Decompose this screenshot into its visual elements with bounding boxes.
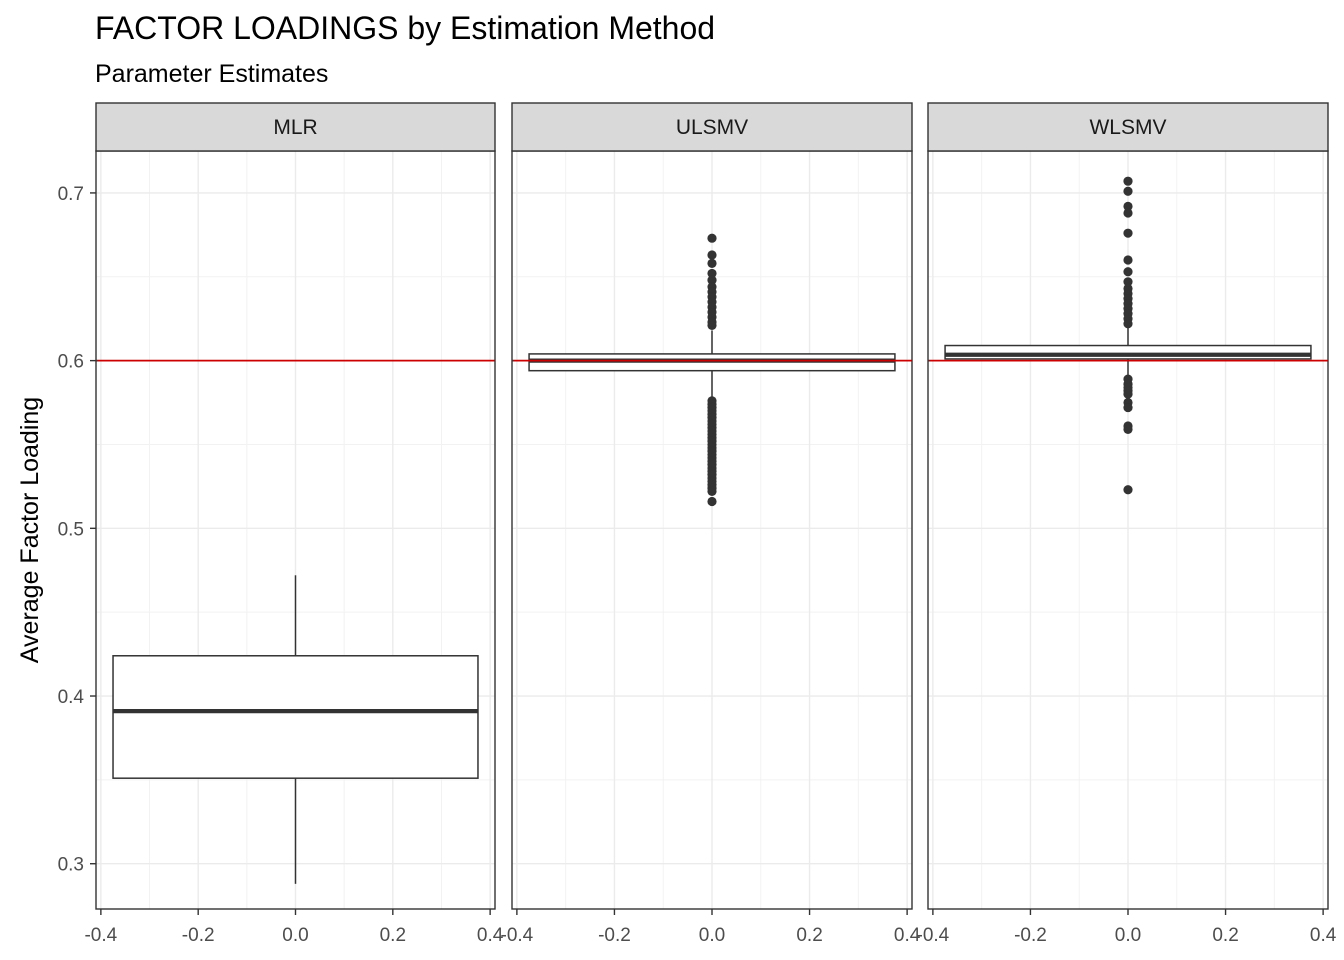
x-tick-label: -0.4 <box>501 925 534 946</box>
outlier-point <box>1123 255 1133 265</box>
outlier-point <box>1123 277 1133 287</box>
outlier-point <box>1123 424 1133 434</box>
outlier-point <box>1123 267 1133 277</box>
outlier-point <box>1123 319 1133 329</box>
y-tick-label: 0.6 <box>58 352 84 373</box>
x-tick-label: 0.4 <box>1310 925 1337 946</box>
y-tick-label: 0.7 <box>58 184 84 205</box>
outlier-point <box>1123 485 1133 495</box>
x-tick-label: 0.2 <box>1212 925 1238 946</box>
facet-panel-ulsmv: ULSMV -0.4 -0.2 0.0 0.2 0.4 <box>501 102 921 946</box>
x-tick-label: -0.4 <box>84 925 117 946</box>
x-tick-label: -0.2 <box>182 925 215 946</box>
x-tick-label: 0.2 <box>380 925 406 946</box>
x-tick-label: 0.0 <box>1115 925 1141 946</box>
y-tick-label: 0.5 <box>58 519 84 540</box>
outlier-point <box>707 233 717 243</box>
facet-strip <box>511 102 913 152</box>
outlier-point <box>707 258 717 268</box>
facet-panel-wlsmv: WLSMV -0.4 -0.2 0.0 0.2 0.4 <box>917 102 1337 946</box>
facet-strip-label: WLSMV <box>1089 116 1166 139</box>
facet-panel-mlr: MLR -0.4 -0.2 0.0 0.2 0.4 <box>84 102 504 946</box>
outlier-point <box>707 496 717 507</box>
outlier-point <box>1123 201 1133 211</box>
outlier-point <box>707 275 717 285</box>
x-tick-label: -0.2 <box>598 925 631 946</box>
outlier-point <box>707 486 717 497</box>
x-tick-label: 0.0 <box>699 925 725 946</box>
box-iqr <box>112 655 479 779</box>
outlier-point <box>1123 228 1133 238</box>
y-axis-title: Average Factor Loading <box>16 397 44 663</box>
x-tick-label: 0.4 <box>477 925 504 946</box>
outlier-point <box>1123 176 1133 186</box>
outlier-point <box>707 268 717 279</box>
chart-subtitle: Parameter Estimates <box>95 60 329 88</box>
box-iqr <box>944 344 1312 360</box>
outlier-point <box>1123 402 1133 413</box>
chart-title: FACTOR LOADINGS by Estimation Method <box>95 10 716 46</box>
outlier-point <box>1123 186 1133 196</box>
x-tick-label: -0.4 <box>917 925 950 946</box>
x-tick-label: -0.2 <box>1014 925 1047 946</box>
x-tick-label: 0.0 <box>282 925 308 946</box>
outlier-point <box>707 250 717 260</box>
facet-strip-label: ULSMV <box>676 116 748 139</box>
facet-strip <box>927 102 1329 152</box>
y-tick-label: 0.4 <box>58 687 85 708</box>
outlier-point <box>1123 208 1133 218</box>
x-tick-label: 0.4 <box>894 925 921 946</box>
y-tick-label: 0.3 <box>58 855 84 876</box>
facet-strip-label: MLR <box>273 116 317 139</box>
outlier-point <box>1123 389 1133 399</box>
x-tick-label: 0.2 <box>796 925 822 946</box>
facet-strip <box>95 102 496 152</box>
outlier-point <box>707 320 717 331</box>
